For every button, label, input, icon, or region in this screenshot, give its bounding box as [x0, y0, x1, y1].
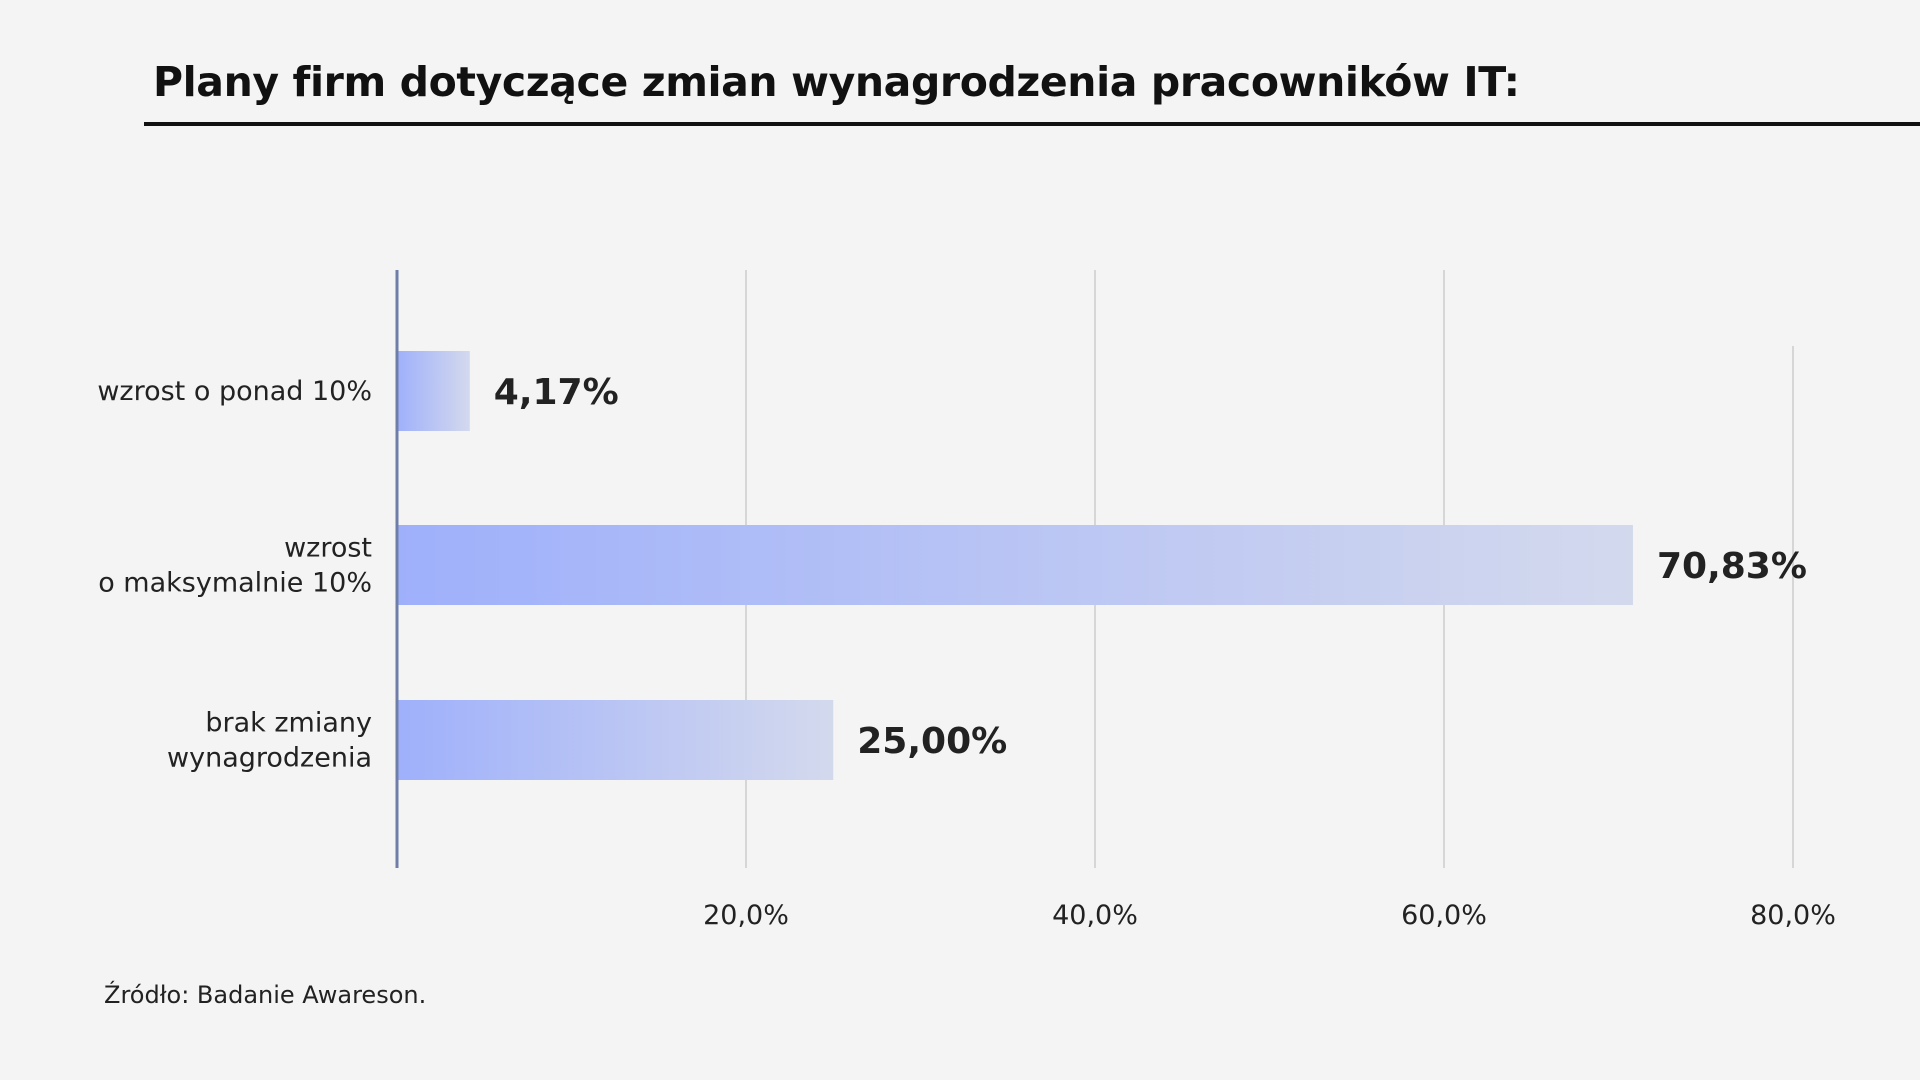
x-tick-label: 80,0%: [1750, 900, 1836, 931]
source-note: Źródło: Badanie Awareson.: [104, 981, 427, 1009]
labels: 20,0% 40,0% 60,0% 80,0% 4,17% wzrost o ponad …: [97, 372, 1836, 931]
category-label: wynagrodzenia: [167, 743, 372, 774]
bar-value-label: 70,83%: [1657, 546, 1807, 587]
x-tick-label: 40,0%: [1052, 900, 1138, 931]
bar-value-label: 25,00%: [857, 721, 1007, 762]
category-label: brak zmiany: [205, 708, 372, 739]
category-label: wzrost: [284, 533, 372, 564]
category-label: o maksymalnie 10%: [98, 568, 372, 599]
bar-chart: 20,0% 40,0% 60,0% 80,0% 4,17% wzrost o ponad …: [97, 270, 1836, 931]
bar: [397, 525, 1633, 605]
chart-title: Plany firm dotyczące zmian wynagrodzenia…: [153, 58, 1520, 106]
bar: [397, 351, 470, 431]
bars: [397, 351, 1633, 780]
bar: [397, 700, 834, 780]
category-label: wzrost o ponad 10%: [97, 376, 372, 407]
x-tick-label: 20,0%: [703, 900, 789, 931]
x-tick-label: 60,0%: [1401, 900, 1487, 931]
bar-value-label: 4,17%: [494, 372, 619, 413]
title-underline: [144, 122, 1920, 126]
